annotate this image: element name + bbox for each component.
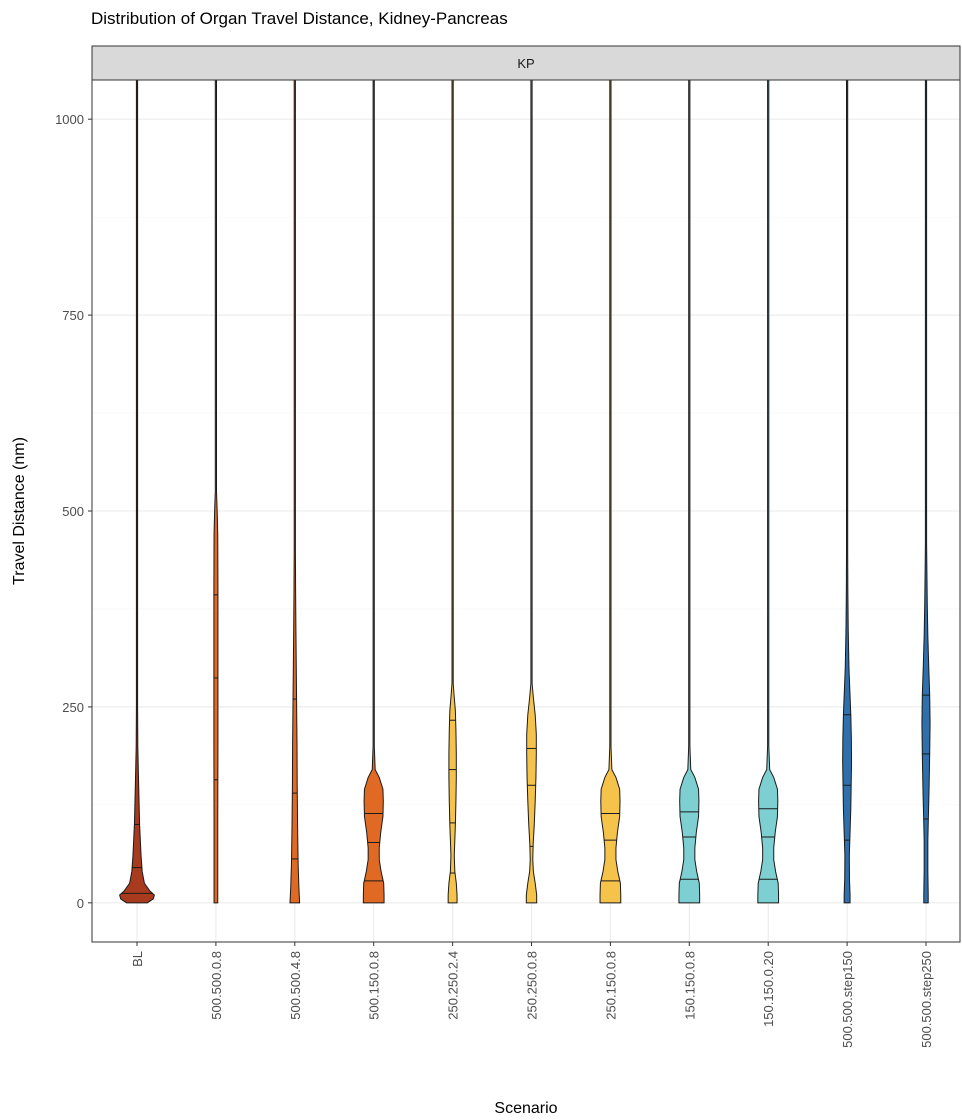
x-tick-label: 250.250.0.8: [525, 951, 540, 1020]
x-tick-label: 250.250.2.4: [446, 951, 461, 1020]
x-tick-label: BL: [130, 951, 145, 967]
y-axis: 0 250 500 750 1000: [55, 112, 92, 911]
y-tick-label: 750: [62, 308, 84, 323]
y-tick-label: 1000: [55, 112, 84, 127]
facet-strip-label: KP: [517, 56, 534, 71]
y-tick-label: 0: [77, 896, 84, 911]
x-tick-label: 500.150.0.8: [367, 951, 382, 1020]
y-tick-label: 500: [62, 504, 84, 519]
y-tick-label: 250: [62, 700, 84, 715]
x-tick-label: 150.150.0.20: [761, 951, 776, 1027]
y-axis-title: Travel Distance (nm): [11, 437, 28, 585]
x-tick-label: 500.500.step150: [840, 951, 855, 1048]
chart-title: Distribution of Organ Travel Distance, K…: [91, 9, 508, 28]
facet-strip: [91, 45, 961, 81]
x-axis: BL 500.500.0.8 500.500.4.8 500.150.0.8 250.2…: [130, 942, 934, 1048]
x-tick-label: 500.500.0.8: [209, 951, 224, 1020]
x-axis-title: Scenario: [494, 1100, 557, 1117]
x-tick-label: 150.150.0.8: [682, 951, 697, 1020]
x-tick-label: 500.500.4.8: [288, 951, 303, 1020]
x-tick-label: 500.500.step250: [919, 951, 934, 1048]
x-tick-label: 250.150.0.8: [603, 951, 618, 1020]
